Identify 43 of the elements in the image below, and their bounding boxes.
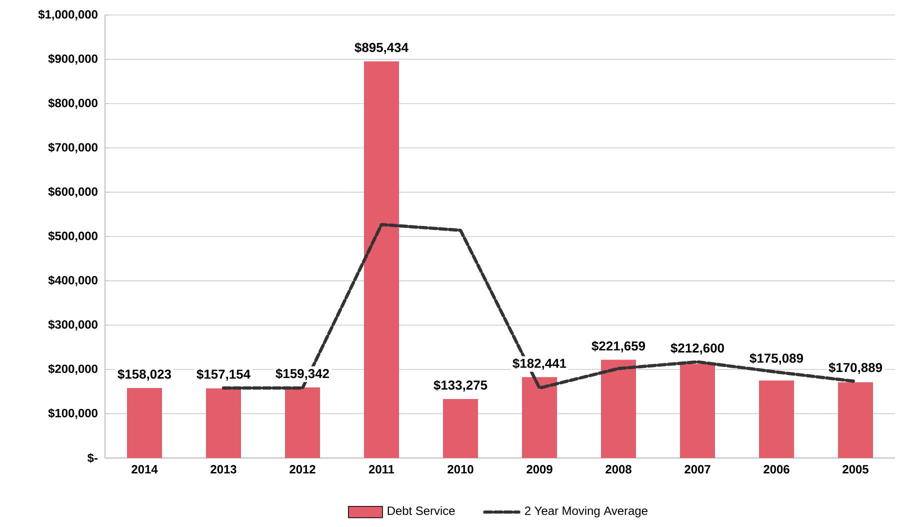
bar (838, 382, 874, 458)
bar (522, 377, 558, 458)
x-tick-label: 2011 (368, 465, 394, 474)
bar (443, 398, 478, 458)
data-label: $159,342 (276, 368, 329, 380)
y-tick-label: $200,000 (48, 364, 98, 375)
x-tick-label: 2009 (526, 465, 552, 474)
y-tick-label: $700,000 (48, 142, 98, 154)
data-label: $157,154 (196, 369, 250, 381)
data-label: $158,023 (118, 369, 172, 381)
bar (127, 388, 162, 458)
bar (759, 380, 794, 458)
y-tick-label: $800,000 (48, 98, 98, 109)
data-label: $895,434 (354, 42, 408, 54)
y-tick-label: $100,000 (48, 408, 98, 420)
y-tick-label: $900,000 (48, 54, 98, 65)
x-tick-label: 2008 (606, 465, 632, 474)
y-tick-label: $500,000 (48, 231, 98, 242)
bar (285, 387, 320, 458)
data-label: $212,600 (670, 342, 724, 354)
x-tick-label: 2012 (290, 465, 316, 474)
data-label: $170,889 (828, 362, 882, 374)
x-tick-label: 2005 (842, 465, 868, 474)
bar (364, 61, 400, 458)
legend-label: 2 Year Moving Average (524, 506, 648, 518)
y-tick-label: $- (87, 453, 98, 463)
y-tick-label: $400,000 (48, 275, 98, 286)
legend-label: Debt Service (388, 506, 455, 516)
bar (601, 360, 636, 458)
y-tick-label: $600,000 (48, 186, 98, 198)
x-tick-label: 2014 (132, 465, 158, 474)
data-label: $175,089 (750, 353, 804, 365)
bar (680, 364, 716, 458)
bar (206, 388, 241, 458)
data-label: $221,659 (592, 340, 646, 352)
x-tick-label: 2006 (764, 465, 790, 474)
x-tick-label: 2013 (210, 465, 236, 474)
data-label: $182,441 (512, 358, 566, 370)
x-tick-label: 2007 (684, 465, 710, 474)
y-tick-label: $300,000 (48, 320, 98, 330)
y-tick-label: $1,000,000 (38, 10, 98, 20)
data-label: $133,275 (434, 380, 488, 392)
x-tick-label: 2010 (448, 465, 474, 474)
